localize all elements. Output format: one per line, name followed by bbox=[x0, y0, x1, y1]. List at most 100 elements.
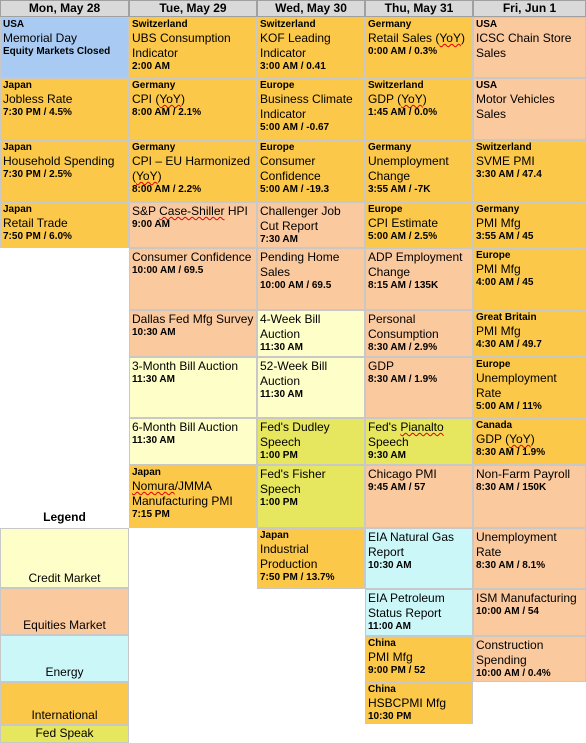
event-time-value: 8:30 AM / 1.9% bbox=[476, 447, 546, 458]
legend-item-label: Credit Market bbox=[28, 571, 101, 585]
event-name: ISM Manufacturing bbox=[476, 591, 577, 605]
event-name: Fed's Dudley Speech bbox=[260, 420, 330, 449]
event-country: Germany bbox=[368, 19, 412, 30]
event-cell-cpi-estimate: Europe CPI Estimate 5:00 AM / 2.5% bbox=[365, 202, 473, 248]
event-time-value: 1:45 AM / 0.0% bbox=[368, 107, 438, 118]
event-cell-non-farm-payroll: Non-Farm Payroll 8:30 AM / 150K bbox=[473, 465, 586, 528]
event-time-value: 5:00 AM / -0.67 bbox=[260, 122, 330, 133]
event-cell-retail-sales-yoy: Germany Retail Sales (YoY) 0:00 AM / 0.3% bbox=[365, 17, 473, 78]
event-name: CPI (YoY) bbox=[132, 92, 185, 106]
event-country: Japan bbox=[3, 80, 32, 91]
event-cell-fed-s-dudley-speech: Fed's Dudley Speech 1:00 PM bbox=[257, 418, 365, 465]
event-name: KOF Leading Indicator bbox=[260, 31, 331, 60]
legend-item-international: International bbox=[0, 682, 129, 725]
event-cell-cpi-eu-harmonized-yoy: Germany CPI – EU Harmonized (YoY) 8:00 AM … bbox=[129, 140, 257, 202]
legend-item-label: Energy bbox=[45, 665, 84, 679]
event-cell-memorial-day: USA Memorial Day Equity Markets Closed bbox=[0, 17, 129, 78]
event-time-value: 4:30 AM / 49.7 bbox=[476, 339, 542, 350]
event-cell-business-climate-indicator: Europe Business Climate Indicator 5:00 AM … bbox=[257, 78, 365, 140]
event-name: UBS Consumption Indicator bbox=[132, 31, 231, 60]
event-name: 52-Week Bill Auction bbox=[260, 359, 328, 388]
event-cell-unemployment-rate: Unemployment Rate 8:30 AM / 8.1% bbox=[473, 528, 586, 589]
event-time-value: 10:00 AM / 0.4% bbox=[476, 668, 551, 679]
event-name: Business Climate Indicator bbox=[260, 92, 353, 121]
legend-item-label: Fed Speak bbox=[35, 726, 94, 740]
event-cell-chicago-pmi: Chicago PMI 9:45 AM / 57 bbox=[365, 465, 473, 528]
event-time-value: 7:30 AM bbox=[260, 234, 298, 245]
event-cell-6-month-bill-auction: 6-Month Bill Auction 11:30 AM bbox=[129, 418, 257, 465]
event-time-value: 2:00 AM bbox=[132, 61, 170, 72]
event-cell-dallas-fed-mfg-survey: Dallas Fed Mfg Survey 10:30 AM bbox=[129, 310, 257, 357]
event-time-value: 8:00 AM / 2.2% bbox=[132, 184, 202, 195]
event-time-value: 10:00 AM / 54 bbox=[476, 606, 539, 617]
event-name: Household Spending bbox=[3, 154, 115, 168]
event-time-value: 1:00 PM bbox=[260, 497, 298, 508]
event-cell-personal-consumption: Personal Consumption 8:30 AM / 2.9% bbox=[365, 310, 473, 357]
legend-item-label: Equities Market bbox=[23, 618, 106, 632]
event-time-value: 11:30 AM bbox=[132, 374, 175, 385]
event-name: Challenger Job Cut Report bbox=[260, 204, 341, 233]
event-name: Chicago PMI bbox=[368, 467, 437, 481]
event-country: Germany bbox=[368, 142, 412, 153]
event-name: EIA Natural Gas Report bbox=[368, 530, 455, 559]
event-cell-52-week-bill-auction: 52-Week Bill Auction 11:30 AM bbox=[257, 357, 365, 418]
event-cell-eia-petroleum-status-report: EIA Petroleum Status Report 11:00 AM bbox=[365, 589, 473, 636]
event-name: PMI Mfg bbox=[368, 650, 413, 664]
event-time-value: 10:30 AM bbox=[368, 560, 412, 571]
event-note: Equity Markets Closed bbox=[3, 46, 111, 57]
legend-item-fed-speak: Fed Speak bbox=[0, 725, 129, 743]
event-country: Europe bbox=[260, 80, 295, 91]
day-header-tue-may-29: Tue, May 29 bbox=[129, 0, 257, 17]
event-cell-nomura-jmma-manufacturing-pmi: Japan Nomura/JMMA Manufacturing PMI 7:15 P… bbox=[129, 465, 257, 528]
event-name: PMI Mfg bbox=[476, 216, 521, 230]
event-country: Europe bbox=[260, 142, 295, 153]
event-time-value: 8:15 AM / 135K bbox=[368, 280, 439, 291]
event-name: CPI – EU Harmonized (YoY) bbox=[132, 154, 251, 183]
event-name: Retail Trade bbox=[3, 216, 68, 230]
day-header-thu-may-31: Thu, May 31 bbox=[365, 0, 473, 17]
event-time-value: 7:30 PM / 4.5% bbox=[3, 107, 72, 118]
legend-item-label: International bbox=[31, 708, 98, 722]
event-name: Fed's Fisher Speech bbox=[260, 467, 326, 496]
event-name: EIA Petroleum Status Report bbox=[368, 591, 445, 620]
event-cell-eia-natural-gas-report: EIA Natural Gas Report 10:30 AM bbox=[365, 528, 473, 589]
event-time-value: 11:30 AM bbox=[260, 342, 303, 353]
event-time-value: 10:00 AM / 69.5 bbox=[260, 280, 332, 291]
legend-item-equities-market: Equities Market bbox=[0, 588, 129, 635]
event-country: China bbox=[368, 638, 396, 649]
event-name: HSBCPMI Mfg bbox=[368, 696, 447, 710]
event-cell-sandp-case-shiller-hpi: S&P Case-Shiller HPI 9:00 AM bbox=[129, 202, 257, 248]
event-time-value: 7:15 PM bbox=[132, 509, 170, 520]
event-cell-jobless-rate: Japan Jobless Rate 7:30 PM / 4.5% bbox=[0, 78, 129, 140]
day-header-wed-may-30: Wed, May 30 bbox=[257, 0, 365, 17]
event-cell-cpi-yoy: Germany CPI (YoY) 8:00 AM / 2.1% bbox=[129, 78, 257, 140]
event-time-value: 7:50 PM / 13.7% bbox=[260, 572, 335, 583]
event-country: Germany bbox=[132, 80, 176, 91]
event-name: S&P Case-Shiller HPI bbox=[132, 204, 248, 218]
event-country: USA bbox=[476, 80, 498, 91]
event-time-value: 3:55 AM / -7K bbox=[368, 184, 431, 195]
event-cell-pmi-mfg: Germany PMI Mfg 3:55 AM / 45 bbox=[473, 202, 586, 248]
event-cell-unemployment-change: Germany Unemployment Change 3:55 AM / -7K bbox=[365, 140, 473, 202]
event-name: Industrial Production bbox=[260, 542, 318, 571]
event-name: Unemployment Rate bbox=[476, 371, 557, 400]
event-name: Fed's Pianalto Speech bbox=[368, 420, 444, 449]
event-name: Non-Farm Payroll bbox=[476, 467, 571, 481]
event-time-value: 3:00 AM / 0.41 bbox=[260, 61, 326, 72]
event-country: Europe bbox=[368, 204, 403, 215]
legend-title: Legend bbox=[43, 510, 86, 524]
event-country: Europe bbox=[476, 359, 511, 370]
event-time-value: 10:30 AM bbox=[132, 327, 176, 338]
event-cell-adp-employment-change: ADP Employment Change 8:15 AM / 135K bbox=[365, 248, 473, 310]
event-time-value: 11:30 AM bbox=[132, 435, 175, 446]
event-name: PMI Mfg bbox=[476, 262, 521, 276]
event-name: Memorial Day bbox=[3, 31, 78, 45]
event-cell-industrial-production: Japan Industrial Production 7:50 PM / 13.7… bbox=[257, 528, 365, 589]
event-name: Dallas Fed Mfg Survey bbox=[132, 312, 254, 326]
event-time-value: 11:00 AM bbox=[368, 621, 411, 632]
event-cell-motor-vehicles-sales: USA Motor Vehicles Sales bbox=[473, 78, 586, 140]
event-cell-fed-s-fisher-speech: Fed's Fisher Speech 1:00 PM bbox=[257, 465, 365, 528]
event-cell-icsc-chain-store-sales: USA ICSC Chain Store Sales bbox=[473, 17, 586, 78]
event-cell-household-spending: Japan Household Spending 7:30 PM / 2.5% bbox=[0, 140, 129, 202]
